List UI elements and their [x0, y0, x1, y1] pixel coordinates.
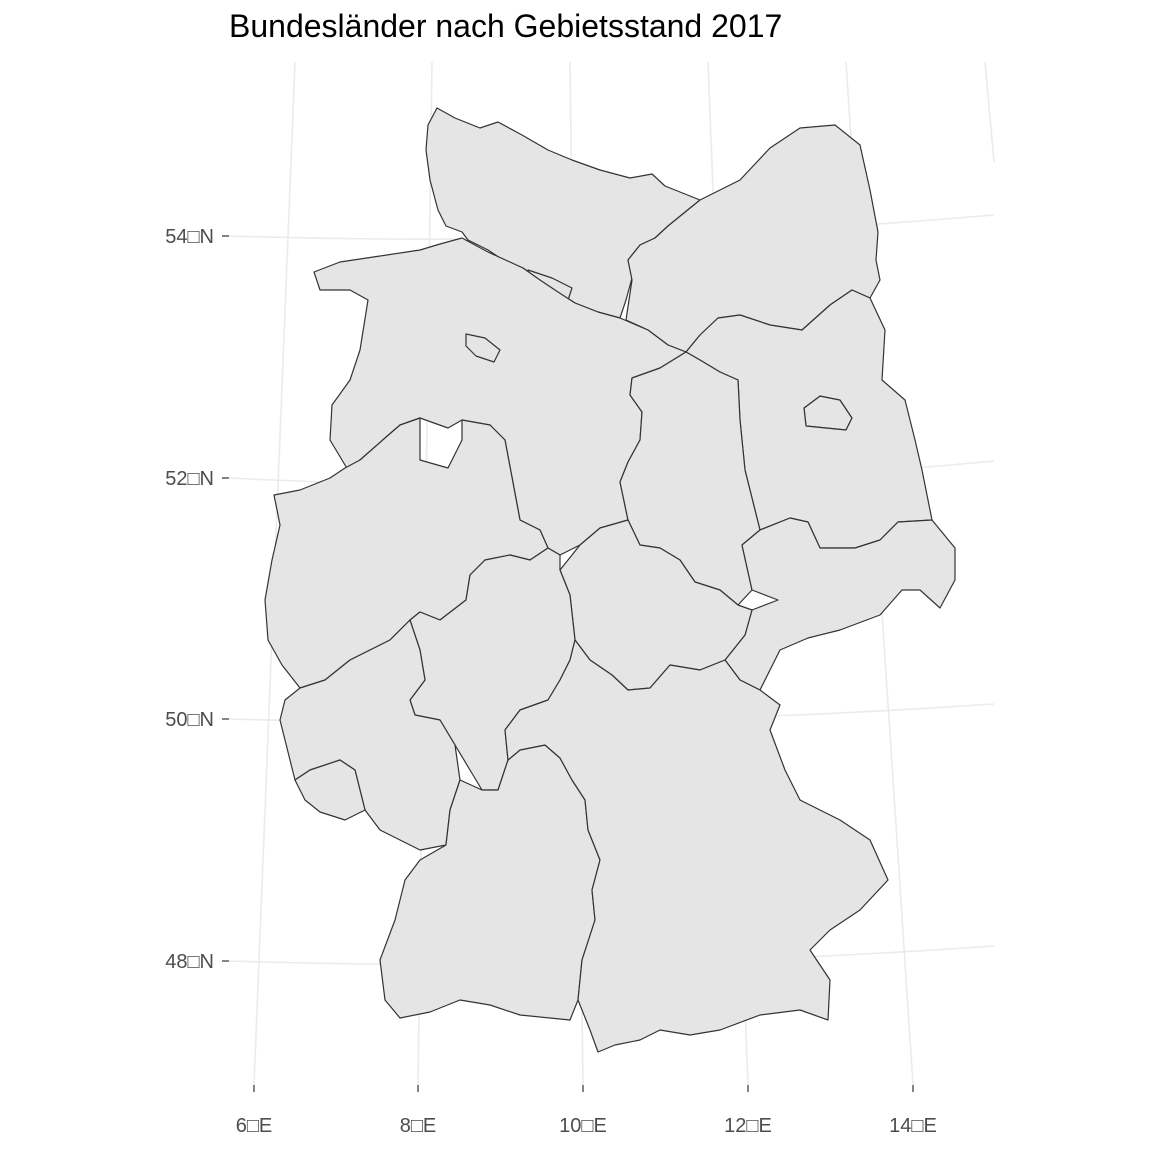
axis-ticks: [222, 235, 914, 1092]
lat-tick-label-54n: 54□N: [165, 226, 214, 248]
lat-tick-label-48n: 48□N: [165, 951, 214, 973]
meridian-16e: [984, 61, 995, 163]
lat-tick-label-52n: 52□N: [165, 468, 214, 490]
state-saarland: [294, 759, 366, 821]
states: [264, 107, 956, 1053]
lon-axis-labels: 6□E 8□E 10□E 12□E 14□E: [236, 1115, 937, 1137]
lon-tick-label-14e: 14□E: [889, 1115, 937, 1137]
lat-axis-labels: 54□N 52□N 50□N 48□N: [165, 226, 214, 973]
map-title: Bundesländer nach Gebietsstand 2017: [229, 8, 783, 44]
lon-tick-label-8e: 8□E: [400, 1115, 437, 1137]
lon-tick-label-6e: 6□E: [236, 1115, 273, 1137]
lon-tick-label-10e: 10□E: [559, 1115, 607, 1137]
lat-tick-label-50n: 50□N: [165, 709, 214, 731]
state-bayern: [504, 639, 889, 1053]
state-bremen: [465, 333, 501, 363]
lon-tick-label-12e: 12□E: [724, 1115, 772, 1137]
